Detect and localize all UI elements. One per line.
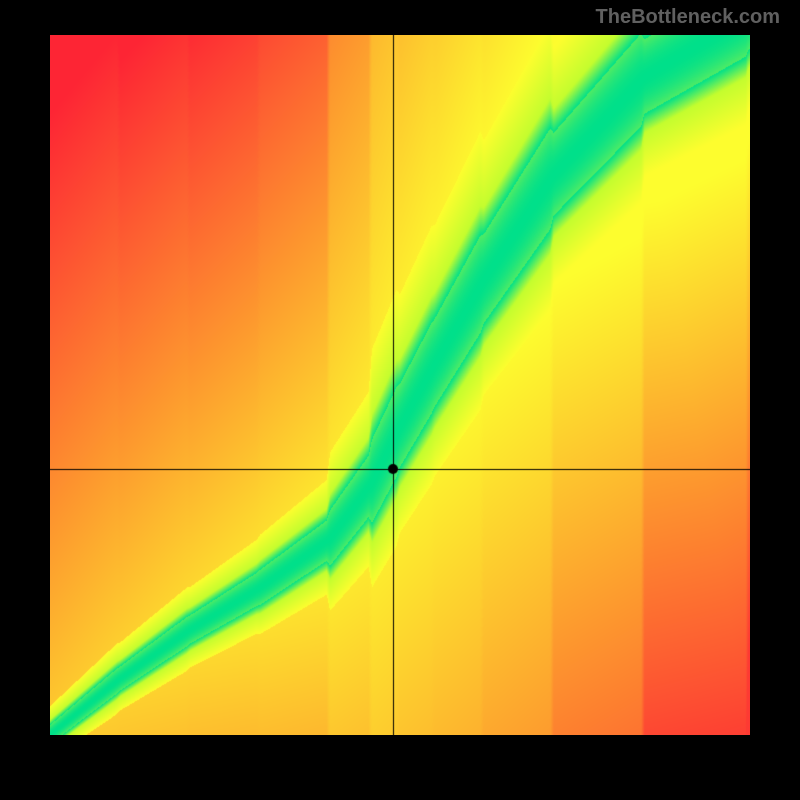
watermark-text: TheBottleneck.com	[596, 6, 780, 29]
plot-area	[50, 35, 750, 735]
chart-container: TheBottleneck.com	[0, 0, 800, 800]
heatmap-canvas	[50, 35, 750, 735]
